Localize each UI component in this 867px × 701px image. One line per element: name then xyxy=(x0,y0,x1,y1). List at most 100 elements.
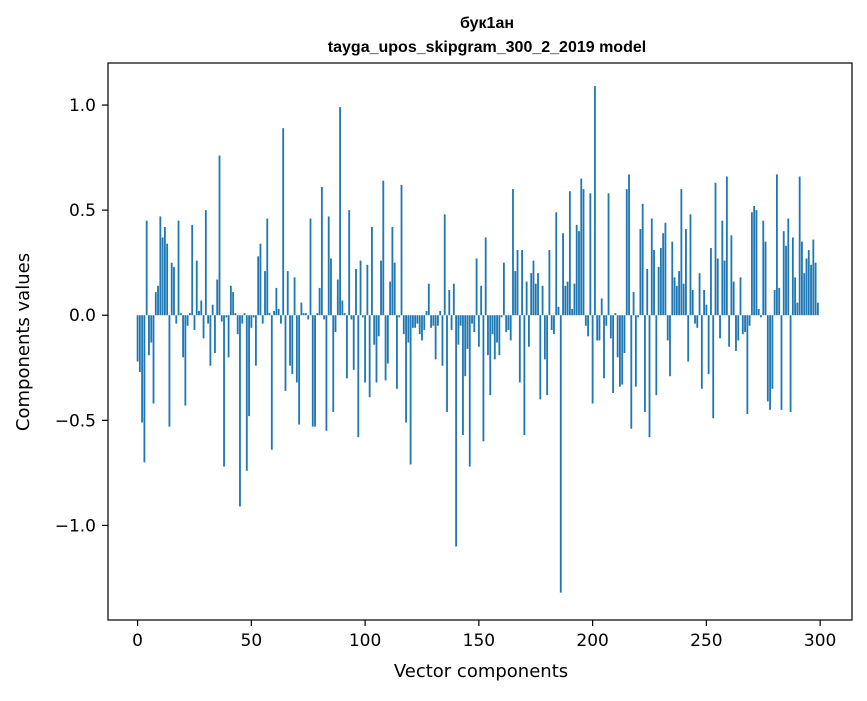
bar xyxy=(543,315,546,360)
bar xyxy=(427,283,430,316)
bar xyxy=(218,155,221,316)
bar xyxy=(250,315,253,328)
bar xyxy=(794,277,797,316)
plot-frame xyxy=(107,62,853,621)
bar xyxy=(634,315,637,387)
bar xyxy=(434,315,437,360)
bar xyxy=(659,247,662,316)
bar xyxy=(516,250,519,316)
bar xyxy=(473,315,476,333)
bar xyxy=(532,260,535,316)
bar xyxy=(657,266,660,316)
bar xyxy=(509,315,512,341)
bar xyxy=(512,189,514,316)
bar xyxy=(719,315,721,339)
bar xyxy=(345,315,348,379)
bar xyxy=(361,315,364,318)
bar xyxy=(136,315,139,362)
bar xyxy=(493,315,496,360)
bar xyxy=(314,315,316,427)
bar xyxy=(791,237,794,316)
bar xyxy=(382,180,385,316)
bar xyxy=(678,271,680,316)
bar xyxy=(325,315,328,431)
bar xyxy=(268,313,271,316)
bar xyxy=(357,315,360,438)
y-tick-label: −1.0 xyxy=(55,516,96,536)
bar xyxy=(812,239,815,316)
bar xyxy=(816,302,819,316)
bar xyxy=(332,315,335,412)
x-tick-label: 0 xyxy=(132,631,143,651)
bar xyxy=(232,292,235,316)
bar xyxy=(598,315,601,341)
bar xyxy=(259,243,262,316)
bar xyxy=(191,224,194,316)
chart-title: бук1ан xyxy=(460,15,514,32)
bar xyxy=(457,315,460,345)
bar xyxy=(423,315,426,330)
bar xyxy=(241,315,244,324)
bar xyxy=(557,306,560,316)
bar xyxy=(175,315,178,324)
bar xyxy=(316,313,319,316)
bar xyxy=(568,191,571,316)
bar xyxy=(537,273,539,316)
bar xyxy=(386,315,389,364)
bar xyxy=(209,315,212,366)
bar xyxy=(154,292,157,316)
bar xyxy=(295,315,298,383)
bar xyxy=(498,315,501,356)
bar xyxy=(741,315,744,335)
bar xyxy=(207,315,210,324)
bar xyxy=(138,315,141,372)
bar xyxy=(366,264,369,316)
bar xyxy=(421,315,423,341)
bar xyxy=(391,226,394,316)
bar xyxy=(202,315,205,339)
bar xyxy=(150,315,153,343)
bar xyxy=(705,304,708,316)
bar xyxy=(468,315,471,467)
bar xyxy=(477,315,480,347)
bar xyxy=(186,315,189,326)
bar xyxy=(562,233,564,316)
bar xyxy=(305,313,307,316)
bar xyxy=(696,315,699,328)
bar xyxy=(482,315,485,442)
bar xyxy=(439,311,442,316)
bar xyxy=(584,315,587,326)
bar xyxy=(159,216,162,316)
bar xyxy=(582,189,585,316)
bar xyxy=(507,315,510,330)
bar xyxy=(766,315,769,402)
bar xyxy=(580,178,583,316)
bar xyxy=(753,205,756,316)
bar xyxy=(728,315,731,347)
bar xyxy=(480,285,483,316)
bar xyxy=(177,220,180,316)
bar xyxy=(143,315,146,463)
bar xyxy=(675,285,678,316)
bar xyxy=(198,311,200,316)
bar xyxy=(145,220,148,316)
bar xyxy=(339,107,341,316)
bar xyxy=(666,315,669,341)
bar xyxy=(712,315,715,419)
bar xyxy=(575,224,578,316)
bar xyxy=(723,260,726,316)
bar xyxy=(163,226,166,316)
bar xyxy=(662,233,665,316)
bar xyxy=(487,315,489,356)
bar xyxy=(170,262,173,316)
bar xyxy=(559,315,562,593)
bar xyxy=(300,302,303,316)
bar xyxy=(248,315,250,417)
bar xyxy=(193,315,196,330)
bar xyxy=(179,313,182,316)
bar xyxy=(189,313,191,316)
x-axis-label: Vector components xyxy=(394,661,568,682)
bar xyxy=(141,315,144,423)
bar xyxy=(603,315,605,379)
